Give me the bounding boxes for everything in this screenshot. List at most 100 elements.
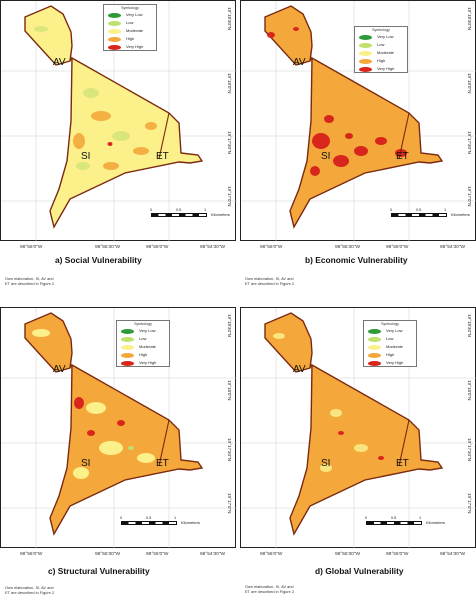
legend-label: Moderate (139, 344, 156, 349)
source-note: Own elaboration, SI, AV and ET are descri… (5, 276, 55, 286)
swatch (359, 66, 372, 72)
scale-label: 0 (365, 516, 368, 520)
note-line: Own elaboration, SI, AV and (5, 276, 54, 281)
scale-label: 0.5 (146, 516, 152, 520)
lat-label: 19°17'0"N (467, 186, 472, 207)
zone-et: ET (156, 458, 169, 469)
region-outline (24, 5, 204, 229)
zone-si: SI (321, 151, 331, 162)
lon-label: 98°55'30"W (95, 245, 121, 250)
legend-entry: Moderate (121, 344, 169, 350)
zone-av: AV (53, 57, 66, 68)
swatch (368, 336, 381, 342)
swatch (359, 50, 372, 56)
legend-entry: High (121, 352, 169, 358)
legend-entry: High (368, 352, 416, 358)
lat-label: 19°18'0"N (467, 380, 472, 401)
note-line: ET are described in Figure 2. (245, 589, 296, 594)
lon-label: 98°54'30"W (440, 552, 466, 557)
legend: Symbology Very Low Low Moderate High Ver… (363, 320, 417, 367)
note-line: Own elaboration, SI, AV and (245, 276, 294, 281)
swatch (359, 34, 372, 40)
scale-label: 0.5 (391, 516, 397, 520)
scale-ruler (366, 521, 422, 525)
lon-label: 98°55'30"W (335, 245, 361, 250)
zone-et: ET (396, 458, 409, 469)
legend-entry: Very Low (121, 328, 169, 334)
scale-ruler (121, 521, 177, 525)
legend-entry: High (359, 58, 407, 64)
lat-label: 19°18'0"N (467, 73, 472, 94)
zone-et: ET (156, 151, 169, 162)
zone-av: AV (293, 364, 306, 375)
legend: Symbology Very Low Low Moderate High Ver… (354, 26, 408, 73)
swatch (359, 42, 372, 48)
lat-label: 19°17'30"N (227, 131, 232, 154)
scale-units: Kilometers (451, 212, 470, 217)
legend-entry: Moderate (108, 28, 156, 34)
map-global (241, 308, 476, 549)
lat-label: 19°17'0"N (467, 493, 472, 514)
swatch (108, 28, 121, 34)
lon-label: 98°55'0"W (146, 245, 169, 250)
legend-label: Moderate (386, 344, 403, 349)
legend-title: Symbology (372, 28, 390, 32)
legend-entry: Moderate (359, 50, 407, 56)
swatch (108, 20, 121, 26)
swatch (121, 352, 134, 358)
lat-label: 19°17'0"N (227, 493, 232, 514)
lon-label: 98°55'30"W (95, 552, 121, 557)
lon-label: 98°54'30"W (200, 245, 226, 250)
legend-label: Low (139, 336, 147, 341)
legend-entry: Very High (121, 360, 169, 366)
scale-label: 0 (120, 516, 123, 520)
swatch (108, 44, 121, 50)
legend-entry: Low (368, 336, 416, 342)
scale-ruler (391, 213, 447, 217)
note-line: Own elaboration, SI, AV and (245, 584, 294, 589)
scale-label: 0 (390, 208, 393, 212)
note-line: ET are described in Figure 2. (5, 281, 56, 286)
lon-label: 98°55'0"W (386, 245, 409, 250)
lon-label: 98°55'30"W (335, 552, 361, 557)
lon-label: 98°55'0"W (386, 552, 409, 557)
map-frame: Symbology Very Low Low Moderate High Ver… (0, 0, 237, 242)
legend-label: Very Low (126, 12, 143, 17)
swatch (121, 328, 134, 334)
legend-label: Low (126, 20, 134, 25)
swatch (359, 58, 372, 64)
legend-label: High (386, 352, 395, 357)
scale-label: 0 (150, 208, 153, 212)
region-outline (24, 312, 204, 536)
legend-entry: Very Low (368, 328, 416, 334)
lon-label: 98°56'0"W (260, 552, 283, 557)
note-line: ET are described in Figure 2. (5, 590, 56, 595)
zone-et: ET (396, 151, 409, 162)
region-outline (264, 5, 444, 229)
scale-ruler (151, 213, 207, 217)
legend-title: Symbology (134, 322, 152, 326)
legend-entry: Very High (368, 360, 416, 366)
lat-label: 19°17'30"N (467, 131, 472, 154)
lat-label: 19°18'30"N (467, 314, 472, 337)
legend-title: Symbology (121, 6, 139, 10)
legend-entry: Very High (359, 66, 407, 72)
swatch (368, 360, 381, 366)
legend: Symbology Very Low Low Moderate High Ver… (116, 320, 170, 367)
lon-label: 98°54'30"W (200, 552, 226, 557)
legend-label: Very Low (386, 328, 403, 333)
legend-title: Symbology (381, 322, 399, 326)
scale-label: 1 (419, 516, 422, 520)
lat-label: 19°18'0"N (227, 380, 232, 401)
lon-label: 98°54'30"W (440, 245, 466, 250)
lat-label: 19°17'30"N (467, 438, 472, 461)
legend-entry: Low (359, 42, 407, 48)
legend-label: Very High (377, 66, 395, 71)
swatch (108, 36, 121, 42)
map-structural (1, 308, 237, 549)
legend-entry: Very Low (359, 34, 407, 40)
legend-entry: Low (121, 336, 169, 342)
legend-label: Very Low (139, 328, 156, 333)
swatch (368, 344, 381, 350)
region-outline (264, 312, 444, 536)
